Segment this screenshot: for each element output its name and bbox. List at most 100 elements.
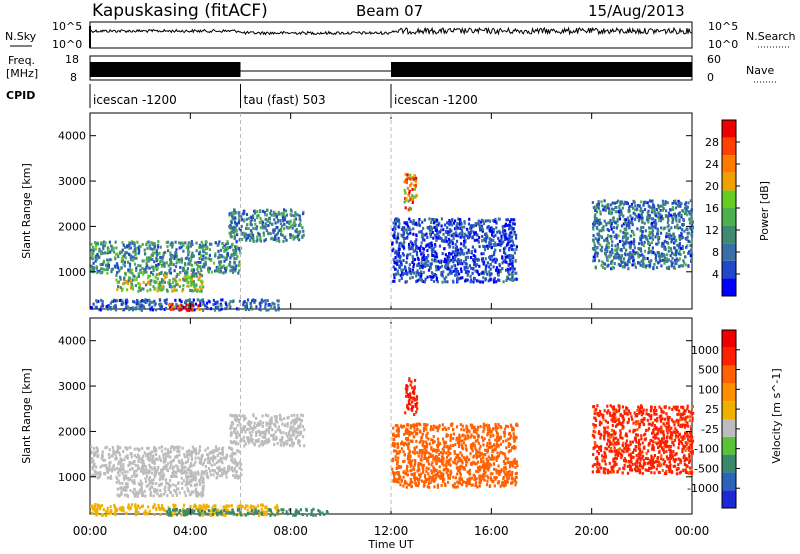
scatter-cell: [96, 242, 99, 246]
scatter-cell: [137, 281, 140, 285]
power-scatter: [90, 172, 694, 312]
scatter-cell: [485, 264, 488, 268]
scatter-cell: [629, 241, 632, 244]
power-ylabel: Slant Range [km]: [20, 163, 33, 259]
scatter-cell: [180, 476, 183, 480]
scatter-cell: [146, 241, 149, 245]
scatter-cell: [499, 231, 502, 235]
scatter-cell: [286, 442, 289, 446]
scatter-cell: [676, 243, 679, 247]
scatter-cell: [260, 503, 263, 507]
scatter-cell: [474, 269, 477, 273]
scatter-cell: [591, 201, 594, 204]
scatter-cell: [128, 262, 132, 266]
scatter-cell: [438, 261, 441, 264]
scatter-cell: [435, 252, 438, 256]
scatter-cell: [662, 258, 665, 262]
scatter-cell: [633, 262, 636, 266]
scatter-cell: [226, 247, 229, 251]
scatter-cell: [427, 482, 430, 485]
scatter-cell: [162, 251, 165, 255]
scatter-cell: [267, 232, 270, 236]
scatter-cell: [254, 299, 257, 303]
scatter-cell: [233, 458, 237, 462]
scatter-cell: [489, 262, 492, 266]
scatter-cell: [190, 283, 193, 286]
scatter-cell: [270, 209, 273, 213]
scatter-cell: [432, 236, 435, 240]
scatter-cell: [511, 259, 514, 263]
scatter-cell: [678, 211, 681, 215]
scatter-cell: [175, 254, 178, 258]
scatter-cell: [626, 241, 629, 244]
scatter-cell: [423, 280, 426, 284]
scatter-cell: [156, 467, 159, 471]
scatter-cell: [243, 444, 246, 448]
scatter-cell: [91, 460, 94, 464]
scatter-cell: [641, 253, 644, 257]
scatter-cell: [502, 247, 506, 251]
scatter-cell: [264, 431, 267, 435]
scatter-cell: [679, 246, 683, 250]
scatter-cell: [187, 247, 190, 251]
scatter-cell: [100, 267, 103, 271]
scatter-cell: [128, 264, 132, 268]
scatter-cell: [250, 440, 253, 444]
scatter-cell: [216, 300, 219, 304]
scatter-cell: [482, 244, 485, 248]
scatter-cell: [195, 241, 198, 245]
scatter-cell: [168, 507, 171, 511]
scatter-cell: [448, 230, 452, 233]
scatter-cell: [151, 485, 154, 489]
scatter-cell: [147, 471, 150, 475]
scatter-cell: [160, 445, 163, 449]
scatter-cell: [482, 422, 485, 426]
scatter-cell: [289, 233, 292, 237]
scatter-cell: [177, 241, 181, 245]
scatter-cell: [503, 238, 506, 242]
scatter-cell: [654, 218, 657, 222]
scatter-cell: [444, 262, 447, 266]
scatter-cell: [408, 226, 411, 230]
scatter-cell: [610, 222, 613, 225]
scatter-cell: [172, 469, 175, 473]
scatter-cell: [646, 201, 649, 205]
scatter-cell: [414, 183, 417, 187]
scatter-cell: [144, 283, 148, 287]
scatter-cell: [193, 483, 196, 487]
scatter-cell: [681, 264, 684, 268]
scatter-cell: [446, 221, 449, 225]
scatter-cell: [616, 219, 619, 223]
scatter-cell: [268, 217, 271, 220]
scatter-cell: [260, 431, 263, 434]
scatter-cell: [190, 240, 193, 244]
scatter-cell: [593, 242, 596, 246]
scatter-cell: [403, 226, 406, 230]
scatter-cell: [178, 491, 181, 495]
scatter-cell: [189, 504, 192, 508]
scatter-cell: [689, 199, 692, 203]
scatter-cell: [447, 230, 450, 234]
scatter-cell: [636, 227, 639, 231]
scatter-cell: [269, 418, 272, 422]
scatter-cell: [261, 414, 264, 418]
scatter-cell: [614, 210, 617, 214]
scatter-cell: [246, 436, 249, 440]
scatter-cell: [269, 424, 272, 428]
scatter-cell: [160, 271, 163, 275]
scatter-cell: [130, 282, 133, 286]
scatter-cell: [609, 218, 612, 222]
scatter-cell: [129, 246, 133, 250]
scatter-cell: [640, 213, 643, 217]
scatter-cell: [153, 459, 156, 463]
scatter-cell: [488, 240, 491, 244]
scatter-cell: [127, 464, 130, 467]
scatter-cell: [148, 451, 151, 455]
scatter-cell: [100, 305, 103, 309]
freq-band-3: [391, 62, 692, 77]
scatter-cell: [97, 472, 100, 476]
scatter-cell: [244, 430, 247, 434]
scatter-cell: [119, 461, 122, 464]
scatter-cell: [417, 454, 420, 458]
